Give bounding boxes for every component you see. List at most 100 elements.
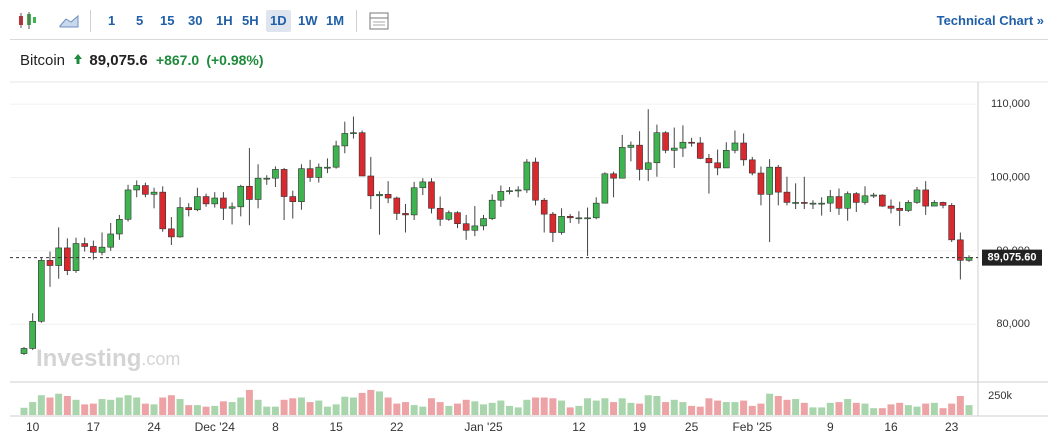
volume-bar <box>454 403 461 415</box>
x-tick-label: 8 <box>272 420 279 434</box>
interval-button[interactable]: 5 <box>136 13 144 28</box>
candle-body <box>246 185 253 200</box>
candle-body <box>445 212 453 220</box>
change-percent: (+0.98%) <box>206 52 264 68</box>
volume-bar <box>46 397 54 415</box>
toolbar: 1 5 15 30 1H 5H 1D 1W 1M Technical Chart » <box>10 0 1048 40</box>
volume-bar <box>141 403 149 415</box>
volume-bar <box>584 398 592 415</box>
interval-button[interactable]: 1H <box>216 13 233 28</box>
candle-body <box>263 177 271 180</box>
volume-bar <box>124 395 132 415</box>
volume-bar <box>410 405 418 415</box>
interval-button[interactable]: 1 <box>108 13 116 28</box>
volume-bar <box>488 402 496 415</box>
technical-chart-link[interactable]: Technical Chart » <box>936 13 1044 28</box>
separator <box>356 10 357 32</box>
volume-bar <box>202 406 210 415</box>
volume-bar <box>835 402 843 415</box>
candle-body <box>627 144 635 148</box>
volume-bar <box>419 406 427 415</box>
candle-body <box>332 145 340 168</box>
candle-body <box>957 239 964 261</box>
candle-body <box>376 194 383 197</box>
area-icon[interactable] <box>58 12 80 30</box>
asset-name: Bitcoin <box>20 52 66 69</box>
candle-body <box>254 177 262 200</box>
volume-bar <box>315 400 323 415</box>
candle-body <box>38 260 45 322</box>
candle-body <box>922 189 929 207</box>
candle-body <box>679 141 687 149</box>
candle-body <box>202 196 210 205</box>
up-arrow <box>74 54 83 64</box>
x-tick-label: 17 <box>87 420 101 434</box>
volume-bar <box>211 405 219 415</box>
candle-body <box>367 175 375 197</box>
candle-body <box>176 207 184 238</box>
x-tick-label: Jan '25 <box>464 420 503 434</box>
volume-bar <box>558 400 566 415</box>
volume-bar <box>523 399 531 415</box>
x-tick-label: 23 <box>945 420 959 434</box>
volume-bar <box>245 389 253 415</box>
volume-bar <box>826 402 834 415</box>
candle-body <box>818 202 825 205</box>
volume-bar <box>81 404 89 415</box>
interval-button[interactable]: 1D <box>266 10 291 32</box>
candle-body <box>402 213 409 216</box>
volume-bar <box>601 398 609 415</box>
candle-body <box>653 132 661 164</box>
x-tick-label: Feb '25 <box>732 420 772 434</box>
interval-button[interactable]: 30 <box>188 13 203 28</box>
candle-body <box>159 191 167 230</box>
volume-bar <box>852 402 860 415</box>
candle-body <box>757 172 765 195</box>
volume-bar <box>427 398 435 415</box>
volume-bar <box>566 407 574 415</box>
candle-body <box>436 207 444 220</box>
interval-button[interactable]: 5H <box>242 13 259 28</box>
table-icon[interactable] <box>368 11 390 31</box>
candle-body <box>64 247 71 271</box>
candle-body <box>566 216 574 219</box>
candle-icon[interactable] <box>16 11 38 31</box>
volume-bar <box>289 398 297 415</box>
volume-bar <box>532 397 540 415</box>
candle-body <box>800 202 808 204</box>
candle-body <box>81 243 88 247</box>
watermark-domain: .com <box>141 349 180 369</box>
candle-body <box>488 199 496 219</box>
volume-bar <box>792 399 800 415</box>
x-tick-label: 22 <box>390 420 404 434</box>
interval-button[interactable]: 1W <box>298 13 318 28</box>
watermark-brand: Investing <box>36 345 141 372</box>
candle-body <box>861 195 869 203</box>
volume-bar <box>610 402 618 415</box>
volume-bar <box>445 405 453 415</box>
candle-body <box>220 197 227 209</box>
volume-bar <box>913 406 921 415</box>
x-tick-label: 9 <box>827 420 834 434</box>
candle-body <box>931 202 938 207</box>
volume-bar <box>956 395 964 415</box>
candle-body <box>827 196 834 204</box>
interval-button[interactable]: 1M <box>326 13 345 28</box>
interval-button[interactable]: 15 <box>160 13 175 28</box>
volume-bar <box>237 397 245 415</box>
volume-bar <box>107 399 115 415</box>
volume-bar <box>384 397 392 415</box>
last-price-label: 89,075.60 <box>988 252 1037 264</box>
volume-bar <box>800 402 808 415</box>
candle-body <box>280 169 288 197</box>
candle-body <box>497 191 505 201</box>
volume-bar <box>731 402 739 415</box>
candle-body <box>228 206 236 209</box>
volume-bar <box>185 405 193 415</box>
volume-bar <box>98 399 106 415</box>
candle-body <box>272 169 279 179</box>
candle-body <box>211 197 219 205</box>
candle-body <box>610 173 617 179</box>
volume-bar <box>575 405 583 415</box>
candle-body <box>766 166 773 195</box>
